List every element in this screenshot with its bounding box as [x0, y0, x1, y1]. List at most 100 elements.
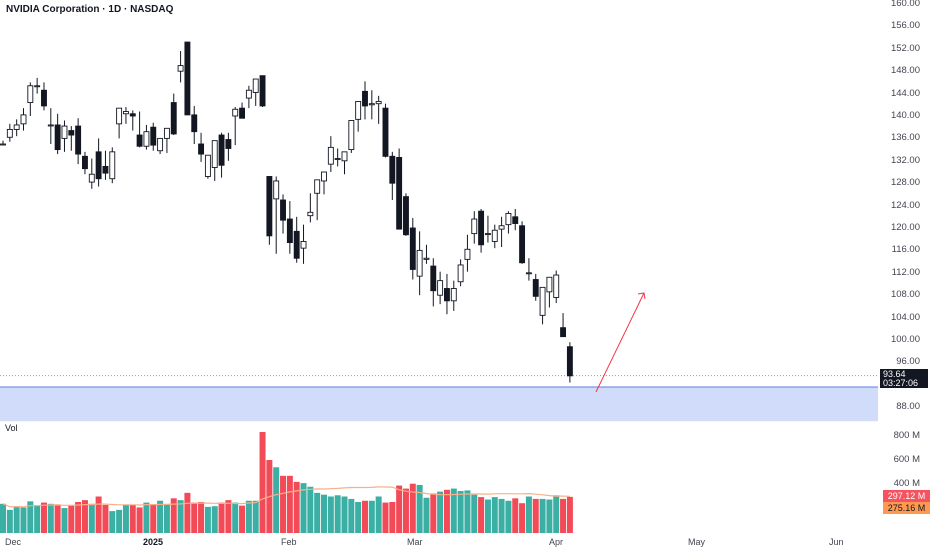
volume-bar: [239, 505, 246, 533]
volume-bar: [519, 503, 526, 533]
bullish-candle: [232, 108, 239, 117]
current-price-value: 93.64: [883, 369, 906, 379]
bullish-candle: [437, 280, 444, 296]
volume-bar: [355, 501, 362, 533]
bullish-candle: [307, 211, 314, 217]
volume-bar: [430, 493, 437, 533]
bearish-candle: [430, 265, 437, 292]
bearish-candle: [478, 210, 485, 246]
bullish-candle: [491, 229, 498, 242]
time-tick-label: Feb: [281, 537, 297, 547]
volume-bar: [484, 499, 491, 533]
bullish-candle: [484, 233, 491, 236]
bearish-candle: [239, 107, 246, 119]
volume-tick-label: 600 M: [893, 453, 920, 465]
time-tick-label: Apr: [549, 537, 564, 547]
volume-bar: [498, 498, 505, 533]
bearish-candle: [519, 225, 526, 264]
volume-bar: [478, 497, 485, 533]
volume-bar: [170, 498, 177, 533]
volume-bar: [13, 506, 20, 533]
volume-bar: [34, 505, 41, 533]
bullish-candle: [122, 111, 129, 115]
volume-bar: [136, 507, 143, 533]
bullish-candle: [457, 264, 464, 283]
volume-bar: [280, 475, 287, 533]
volume-ma-tag: 275.16 M: [883, 502, 930, 514]
volume-bar: [150, 505, 157, 533]
time-tick-label: May: [688, 537, 706, 547]
bullish-candle: [327, 146, 334, 165]
volume-bar: [204, 506, 211, 533]
bearish-candle: [396, 156, 403, 230]
bullish-candle: [88, 173, 95, 183]
bearish-candle: [75, 125, 82, 155]
volume-bar: [457, 491, 464, 533]
bullish-candle: [109, 151, 116, 180]
bearish-candle: [198, 143, 205, 155]
current-price-tag: 93.64 03:27:06: [880, 369, 928, 388]
volume-bar: [321, 494, 328, 533]
volume-bar: [54, 504, 61, 533]
volume-bar: [61, 508, 68, 533]
bullish-candle: [211, 140, 218, 168]
volume-bar: [382, 502, 389, 533]
bearish-candle: [82, 155, 88, 170]
volume-bar: [553, 495, 560, 533]
volume-bar: [539, 498, 546, 533]
bullish-candle: [163, 127, 170, 139]
volume-bar: [88, 503, 95, 533]
volume-bar: [191, 502, 198, 533]
volume-bar: [300, 483, 307, 533]
bullish-candle: [252, 78, 259, 93]
volume-bar: [81, 500, 88, 533]
volume-bar: [423, 497, 430, 533]
volume-bar: [6, 509, 13, 533]
bearish-candle: [95, 151, 102, 180]
bearish-candle: [566, 346, 573, 377]
price-tick-label: 152.00: [890, 42, 920, 54]
price-tick-label: 160.00: [890, 0, 920, 9]
bearish-candle: [225, 139, 232, 149]
volume-bar: [532, 498, 539, 533]
bearish-candle: [68, 130, 75, 136]
time-tick-label: Dec: [5, 537, 22, 547]
volume-bar: [47, 503, 54, 533]
bullish-candle: [450, 288, 457, 302]
volume-ma-line: [2, 486, 570, 508]
volume-bar: [252, 500, 259, 533]
bullish-candle: [553, 274, 560, 298]
bullish-candle: [525, 272, 532, 275]
bullish-candle: [314, 179, 321, 194]
bearish-candle: [136, 134, 143, 147]
volume-bar: [416, 484, 423, 533]
price-tick-label: 140.00: [890, 110, 920, 121]
bullish-candle: [416, 249, 423, 277]
volume-bar: [218, 502, 225, 533]
volume-bar: [184, 492, 191, 533]
bullish-candle: [375, 100, 382, 105]
volume-bar: [102, 505, 109, 533]
bearish-candle: [512, 216, 519, 224]
bullish-candle: [505, 212, 512, 226]
volume-bar: [334, 495, 341, 533]
volume-bar: [122, 505, 129, 533]
bearish-candle: [444, 288, 450, 302]
bullish-candle: [245, 89, 252, 99]
bearish-candle: [191, 114, 198, 133]
volume-bar: [245, 500, 252, 533]
bearish-candle: [280, 199, 286, 221]
volume-bar: [157, 500, 164, 533]
volume-bar: [20, 507, 27, 533]
volume-tick-label: 400 M: [893, 478, 920, 490]
volume-bar: [491, 497, 498, 533]
bearish-candle: [532, 279, 539, 297]
bullish-candle: [27, 85, 34, 104]
price-tick-label: 96.00: [896, 356, 920, 368]
bullish-candle: [6, 128, 13, 138]
bullish-candle: [355, 100, 362, 120]
volume-bar: [293, 481, 300, 533]
bullish-candle: [546, 276, 553, 293]
time-tick-label: Jun: [829, 537, 844, 547]
